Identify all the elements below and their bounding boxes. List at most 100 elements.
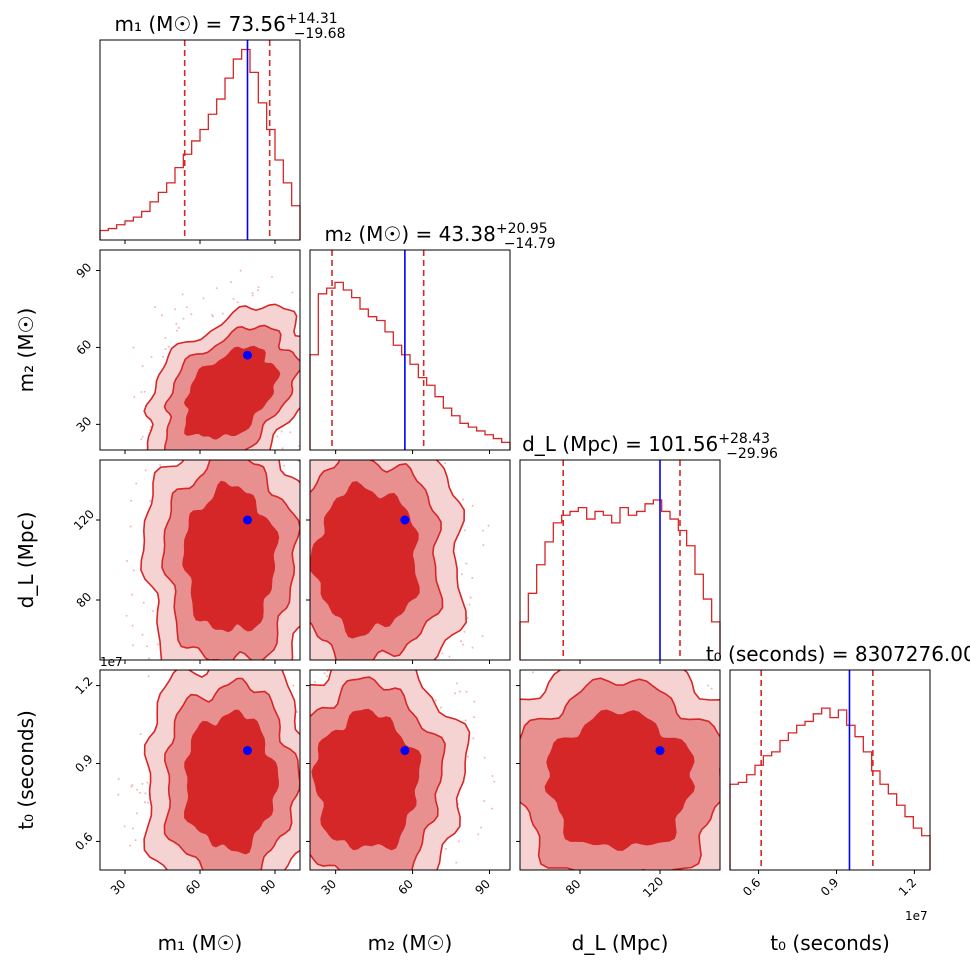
- sample-point: [420, 455, 422, 457]
- sample-point: [150, 355, 153, 358]
- sample-point: [422, 667, 424, 669]
- sample-point: [599, 907, 601, 909]
- sample-point: [222, 913, 224, 915]
- sample-point: [470, 819, 472, 821]
- sample-point: [307, 471, 309, 473]
- sample-point: [398, 927, 400, 929]
- histogram-step-m2: [309, 281, 511, 450]
- sample-point: [167, 345, 170, 348]
- sample-point: [312, 874, 314, 876]
- x-axis-label-m2: m₂ (M☉): [368, 931, 453, 955]
- x-axis-label-t0: t₀ (seconds): [770, 931, 890, 955]
- contour-panel-m1-dL: 80 120: [71, 454, 317, 687]
- sample-point: [592, 883, 594, 885]
- sample-point: [460, 640, 463, 643]
- sample-point: [558, 911, 560, 913]
- sample-point: [696, 897, 698, 899]
- sample-point: [783, 820, 785, 822]
- sample-point: [413, 455, 415, 457]
- sample-point: [283, 464, 286, 467]
- sample-point: [740, 811, 742, 813]
- sample-point: [768, 815, 770, 817]
- sample-point: [785, 818, 787, 820]
- title-minus: −19.68: [294, 26, 346, 42]
- contour-group: [125, 454, 317, 687]
- sample-point: [296, 663, 298, 665]
- sample-point: [490, 807, 493, 810]
- sample-point: [750, 719, 752, 721]
- sample-point: [473, 716, 476, 719]
- sample-point: [642, 650, 644, 652]
- sample-point: [565, 940, 567, 942]
- sample-point: [233, 661, 235, 663]
- sample-point: [465, 664, 467, 666]
- sample-point: [331, 919, 333, 921]
- sample-point: [130, 499, 133, 502]
- sample-point: [306, 712, 308, 714]
- x-tick-label: 30: [108, 877, 129, 898]
- sample-point: [312, 898, 314, 900]
- sample-point: [368, 451, 370, 453]
- sample-point: [669, 890, 671, 892]
- sample-point: [205, 919, 207, 921]
- contour-panel-m1-t0: 30 60 90 0.6 0.9 1.2: [72, 661, 314, 924]
- sample-point: [319, 447, 321, 449]
- sample-point: [468, 877, 470, 879]
- sample-point: [450, 899, 452, 901]
- sample-point: [507, 774, 509, 776]
- panel-frame: [309, 249, 511, 451]
- sample-point: [483, 756, 486, 759]
- panel-title-m1: m₁ (M☉) = 73.56+14.31 −19.68: [114, 11, 345, 42]
- sample-point: [202, 910, 204, 912]
- histogram-panel-m1: m₁ (M☉) = 73.56+14.31 −19.68: [99, 11, 346, 244]
- sample-point: [177, 326, 180, 329]
- sample-point: [466, 616, 469, 619]
- sample-point: [426, 919, 428, 921]
- x-axis-label-m1: m₁ (M☉): [158, 931, 243, 955]
- contour-inner: [183, 709, 280, 855]
- sample-point: [685, 875, 687, 877]
- title-main: d_L (Mpc) = 101.56: [522, 432, 718, 456]
- truth-point: [243, 515, 252, 525]
- sample-point: [257, 286, 260, 289]
- sample-point: [374, 383, 376, 385]
- x-tick-label: 60: [183, 877, 204, 898]
- y-tick-label: 30: [74, 414, 95, 435]
- sample-point: [723, 727, 725, 729]
- sample-point: [117, 793, 120, 796]
- sample-point: [444, 462, 447, 465]
- histogram-step-t0: [729, 707, 931, 870]
- title-plus: +14.31: [286, 11, 338, 27]
- sample-point: [531, 898, 533, 900]
- sample-point: [144, 792, 147, 795]
- sample-point: [440, 706, 443, 709]
- sample-point: [744, 752, 746, 754]
- sample-point: [315, 454, 317, 456]
- sample-point: [707, 684, 710, 687]
- sample-point: [631, 874, 633, 876]
- sample-point: [159, 685, 161, 687]
- sample-point: [239, 269, 242, 272]
- sample-point: [142, 469, 144, 471]
- sample-point: [199, 922, 201, 924]
- sample-point: [131, 624, 134, 627]
- sample-point: [312, 314, 314, 316]
- sample-point: [639, 872, 641, 874]
- sample-point: [306, 698, 308, 700]
- sample-point: [744, 796, 746, 798]
- sample-point: [395, 906, 397, 908]
- sample-point: [703, 635, 705, 637]
- sample-point: [251, 292, 254, 295]
- sample-point: [328, 420, 330, 422]
- sample-point: [283, 917, 285, 919]
- sample-point: [297, 460, 300, 463]
- sample-point: [420, 458, 422, 460]
- sample-point: [462, 643, 465, 646]
- sample-point: [448, 655, 451, 658]
- sample-point: [463, 630, 466, 633]
- contour-group: [470, 635, 787, 942]
- truth-point: [400, 746, 410, 756]
- sample-point: [504, 775, 506, 777]
- sample-point: [387, 880, 389, 882]
